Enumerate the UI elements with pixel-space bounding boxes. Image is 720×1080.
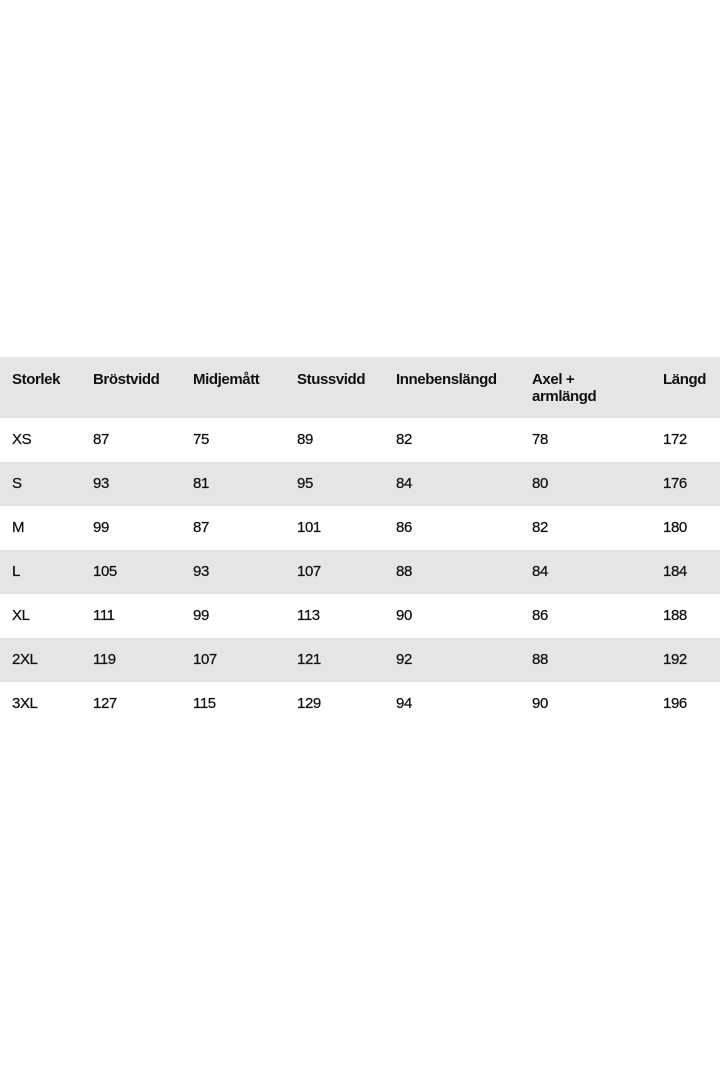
- measurement-cell: 119: [93, 651, 116, 668]
- measurement-cell: 107: [297, 563, 321, 580]
- size-label: 2XL: [12, 651, 38, 668]
- measurement-cell: 129: [297, 695, 321, 712]
- measurement-cell: 89: [297, 431, 314, 448]
- measurement-cell: 93: [93, 475, 110, 492]
- measurement-cell: 82: [532, 519, 549, 536]
- measurement-cell: 176: [663, 475, 687, 492]
- measurement-cell: 101: [297, 519, 321, 536]
- table-row: 3XL 127 115 129 94 90 196: [0, 682, 720, 726]
- measurement-cell: 99: [93, 519, 110, 536]
- size-table: Storlek Bröstvidd Midjemått Stussvidd Innebe…: [0, 357, 720, 726]
- measurement-cell: 180: [663, 519, 687, 536]
- size-label: S: [12, 475, 22, 492]
- measurement-cell: 188: [663, 607, 687, 624]
- table-row: XL 111 99 113 90 86 188: [0, 594, 720, 638]
- measurement-cell: 107: [193, 651, 217, 668]
- measurement-cell: 87: [93, 431, 110, 448]
- size-label: 3XL: [12, 695, 38, 712]
- column-header: Längd: [663, 371, 706, 388]
- measurement-cell: 121: [297, 651, 321, 668]
- column-header: Axel + armlängd: [532, 371, 597, 405]
- measurement-cell: 99: [193, 607, 210, 624]
- measurement-cell: 95: [297, 475, 314, 492]
- measurement-cell: 196: [663, 695, 687, 712]
- column-header: Storlek: [12, 371, 61, 388]
- measurement-cell: 82: [396, 431, 413, 448]
- measurement-cell: 111: [93, 607, 115, 624]
- measurement-cell: 172: [663, 431, 687, 448]
- measurement-cell: 84: [396, 475, 413, 492]
- measurement-cell: 192: [663, 651, 687, 668]
- table-row: XS 87 75 89 82 78 172: [0, 418, 720, 462]
- measurement-cell: 88: [396, 563, 413, 580]
- measurement-cell: 75: [193, 431, 210, 448]
- measurement-cell: 113: [297, 607, 320, 624]
- measurement-cell: 90: [396, 607, 413, 624]
- column-header: Innebenslängd: [396, 371, 497, 388]
- table-row: M 99 87 101 86 82 180: [0, 506, 720, 550]
- measurement-cell: 86: [532, 607, 549, 624]
- table-row: L 105 93 107 88 84 184: [0, 550, 720, 594]
- table-row: 2XL 119 107 121 92 88 192: [0, 638, 720, 682]
- size-label: XS: [12, 431, 32, 448]
- size-label: M: [12, 519, 25, 536]
- measurement-cell: 94: [396, 695, 413, 712]
- column-header: Midjemått: [193, 371, 260, 388]
- measurement-cell: 88: [532, 651, 549, 668]
- column-header: Bröstvidd: [93, 371, 160, 388]
- measurement-cell: 92: [396, 651, 413, 668]
- column-header: Stussvidd: [297, 371, 366, 388]
- measurement-cell: 93: [193, 563, 210, 580]
- measurement-cell: 80: [532, 475, 549, 492]
- measurement-cell: 105: [93, 563, 117, 580]
- measurement-cell: 84: [532, 563, 549, 580]
- measurement-cell: 78: [532, 431, 549, 448]
- size-label: L: [12, 563, 21, 580]
- measurement-cell: 86: [396, 519, 413, 536]
- measurement-cell: 184: [663, 563, 687, 580]
- size-label: XL: [12, 607, 30, 624]
- table-header-row: Storlek Bröstvidd Midjemått Stussvidd Innebe…: [0, 357, 720, 418]
- table-row: S 93 81 95 84 80 176: [0, 462, 720, 506]
- measurement-cell: 81: [193, 475, 210, 492]
- measurement-cell: 90: [532, 695, 549, 712]
- measurement-cell: 127: [93, 695, 117, 712]
- measurement-cell: 115: [193, 695, 216, 712]
- measurement-cell: 87: [193, 519, 210, 536]
